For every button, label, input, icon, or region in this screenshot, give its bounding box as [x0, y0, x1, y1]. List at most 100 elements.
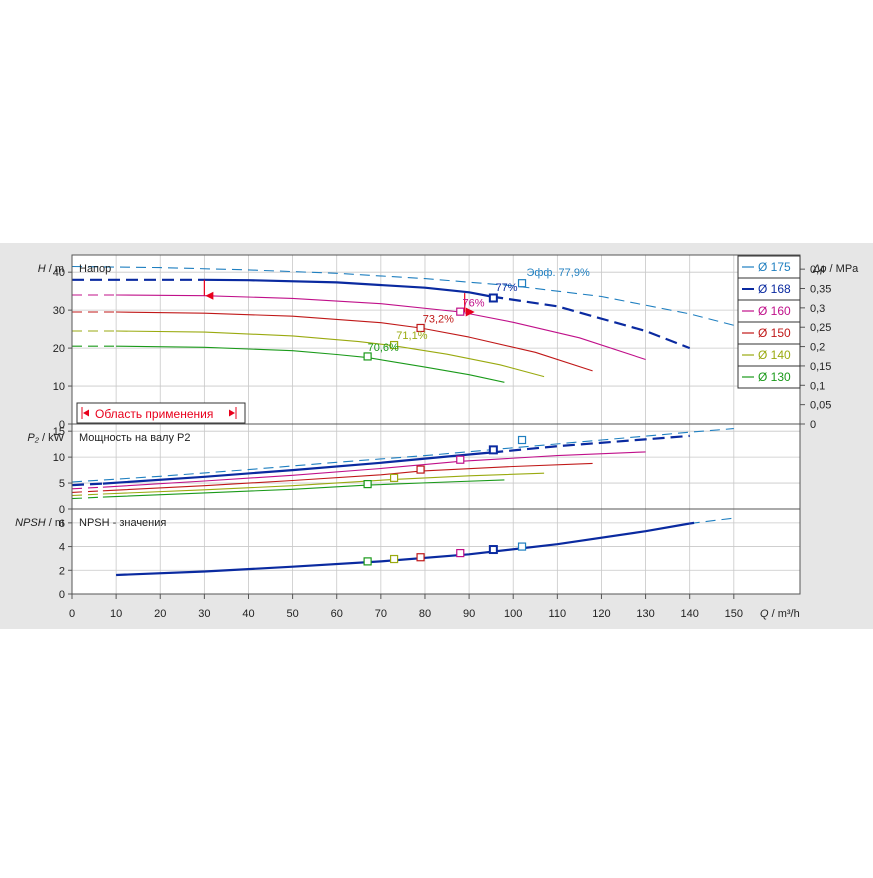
application-range-label: Область применения [95, 407, 213, 421]
x-tick-label: 90 [463, 608, 475, 620]
x-tick-label: 10 [110, 608, 122, 620]
y-axis-label-power: P₂ / kW [27, 432, 64, 444]
y-tick-label: 2 [59, 565, 65, 577]
y-axis-label-symbol: NPSH [15, 517, 46, 529]
y-tick-label: 0 [59, 504, 65, 516]
legend-label-d175: Ø 175 [758, 260, 791, 274]
efficiency-label-d168: 77% [496, 282, 518, 294]
right-tick-label: 0,4 [810, 264, 825, 276]
series-head-d140-solid [116, 330, 545, 378]
x-tick-label: 30 [198, 608, 210, 620]
y-axis-label-unit: / m [46, 517, 64, 529]
legend-label-d168: Ø 168 [758, 282, 791, 296]
y-tick-label: 10 [53, 452, 65, 464]
series-npsh-d168-solid [116, 522, 690, 577]
application-range-box-arrow-left [83, 409, 89, 417]
y-tick-label: 20 [53, 343, 65, 355]
legend: Ø 175 Ø 168 Ø 160 Ø 150 Ø 140 Ø 130 [737, 255, 801, 389]
right-tick-label: 0,15 [810, 361, 831, 373]
series-power-d150-dashed [71, 490, 103, 493]
right-tick-label: 0,35 [810, 284, 831, 296]
right-axis-label-symbol: Δp [812, 263, 827, 275]
legend-label-d160: Ø 160 [758, 304, 791, 318]
operating-point-marker-npsh-d160 [456, 548, 465, 558]
series-power-d160-dashed [71, 486, 103, 490]
y-tick-label: 5 [59, 478, 65, 490]
panel-title-head: Напор [79, 263, 111, 275]
x-axis-label-symbol: Q [760, 608, 769, 620]
x-tick-label: 60 [331, 608, 343, 620]
series-head-d160-solid [116, 294, 646, 361]
efficiency-label-d175: Эфф. 77,9% [526, 267, 590, 279]
panel-title-npsh: NPSH - значения [79, 517, 166, 529]
panel-title-power: Мощность на валу P2 [79, 432, 191, 444]
y-tick-label: 6 [59, 518, 65, 530]
x-tick-label: 140 [681, 608, 699, 620]
x-tick-label: 0 [69, 608, 75, 620]
series-power-d175-dashed [71, 428, 734, 483]
x-axis-label: Q / m³/h [760, 608, 800, 620]
operating-point-marker-power-d150 [416, 465, 425, 474]
efficiency-label-d160: 76% [462, 297, 484, 309]
legend-label-d140: Ø 140 [758, 348, 791, 362]
x-tick-label: 80 [419, 608, 431, 620]
operating-point-marker-npsh-d168 [488, 545, 498, 555]
right-tick-label: 0,3 [810, 303, 825, 315]
text-layer: 01020304000,050,10,150,20,250,30,350,4Δp… [15, 263, 859, 620]
operating-point-marker-power-d140 [389, 473, 399, 482]
x-tick-label: 70 [375, 608, 387, 620]
right-tick-label: 0,1 [810, 380, 825, 392]
operating-point-marker-head-d130 [363, 352, 372, 361]
application-range-box [76, 402, 246, 424]
panel-bg-npsh [72, 509, 800, 594]
x-tick-label: 120 [592, 608, 610, 620]
panel-bg-head [72, 255, 800, 424]
series-power-d168-dashed [491, 434, 690, 454]
y-tick-label: 15 [53, 426, 65, 438]
operating-point-marker-head-d175 [517, 279, 527, 288]
series-head-d175-dashed [71, 265, 734, 326]
y-axis-label-unit: / kW [39, 432, 65, 444]
y-tick-label: 0 [59, 589, 65, 601]
x-tick-label: 20 [154, 608, 166, 620]
y-tick-label: 40 [53, 267, 65, 279]
right-tick-label: 0,25 [810, 322, 831, 334]
series-power-d140-dashed [71, 493, 103, 497]
series-power-d130-dashed [71, 496, 103, 500]
operating-point-marker-head-d150 [416, 323, 425, 333]
series-power-d168-dashed [71, 482, 103, 487]
y-tick-label: 4 [59, 542, 65, 554]
operating-point-marker-npsh-d150 [416, 553, 425, 562]
right-tick-label: 0,05 [810, 400, 831, 412]
series-npsh-d168-dashed [689, 521, 695, 525]
series-power-d140-solid [102, 472, 545, 495]
x-tick-label: 150 [725, 608, 743, 620]
y-axis-label-symbol: P₂ [27, 432, 39, 444]
series-layer [71, 265, 734, 577]
y-tick-label: 0 [59, 419, 65, 431]
y-tick-label: 30 [53, 305, 65, 317]
series-head-d168-dashed [491, 295, 691, 350]
x-tick-label: 110 [549, 608, 567, 620]
operating-point-marker-npsh-d175 [517, 542, 527, 551]
right-tick-label: 0,2 [810, 342, 825, 354]
operating-point-marker-npsh-d140 [389, 554, 399, 564]
y-axis-label-npsh: NPSH / m [15, 517, 64, 529]
series-power-d168-solid [102, 451, 492, 485]
operating-point-marker-head-d160 [456, 307, 465, 316]
right-axis-label: Δp / MPa [812, 263, 859, 275]
application-range-left-arrow [205, 291, 214, 300]
operating-point-marker-head-d168 [488, 293, 498, 303]
panel-bg-power [72, 424, 800, 509]
legend-label-d150: Ø 150 [758, 326, 791, 340]
right-tick-label: 0 [810, 419, 816, 431]
legend-label-d130: Ø 130 [758, 370, 791, 384]
x-axis-label-unit: / m³/h [769, 608, 800, 620]
x-tick-label: 40 [242, 608, 254, 620]
x-tick-label: 100 [504, 608, 522, 620]
application-range-right-arrow [465, 307, 475, 317]
efficiency-label-d150: 73,2% [423, 313, 454, 325]
y-axis-label-unit: / m [46, 263, 64, 275]
operating-point-marker-npsh-d130 [363, 557, 372, 566]
